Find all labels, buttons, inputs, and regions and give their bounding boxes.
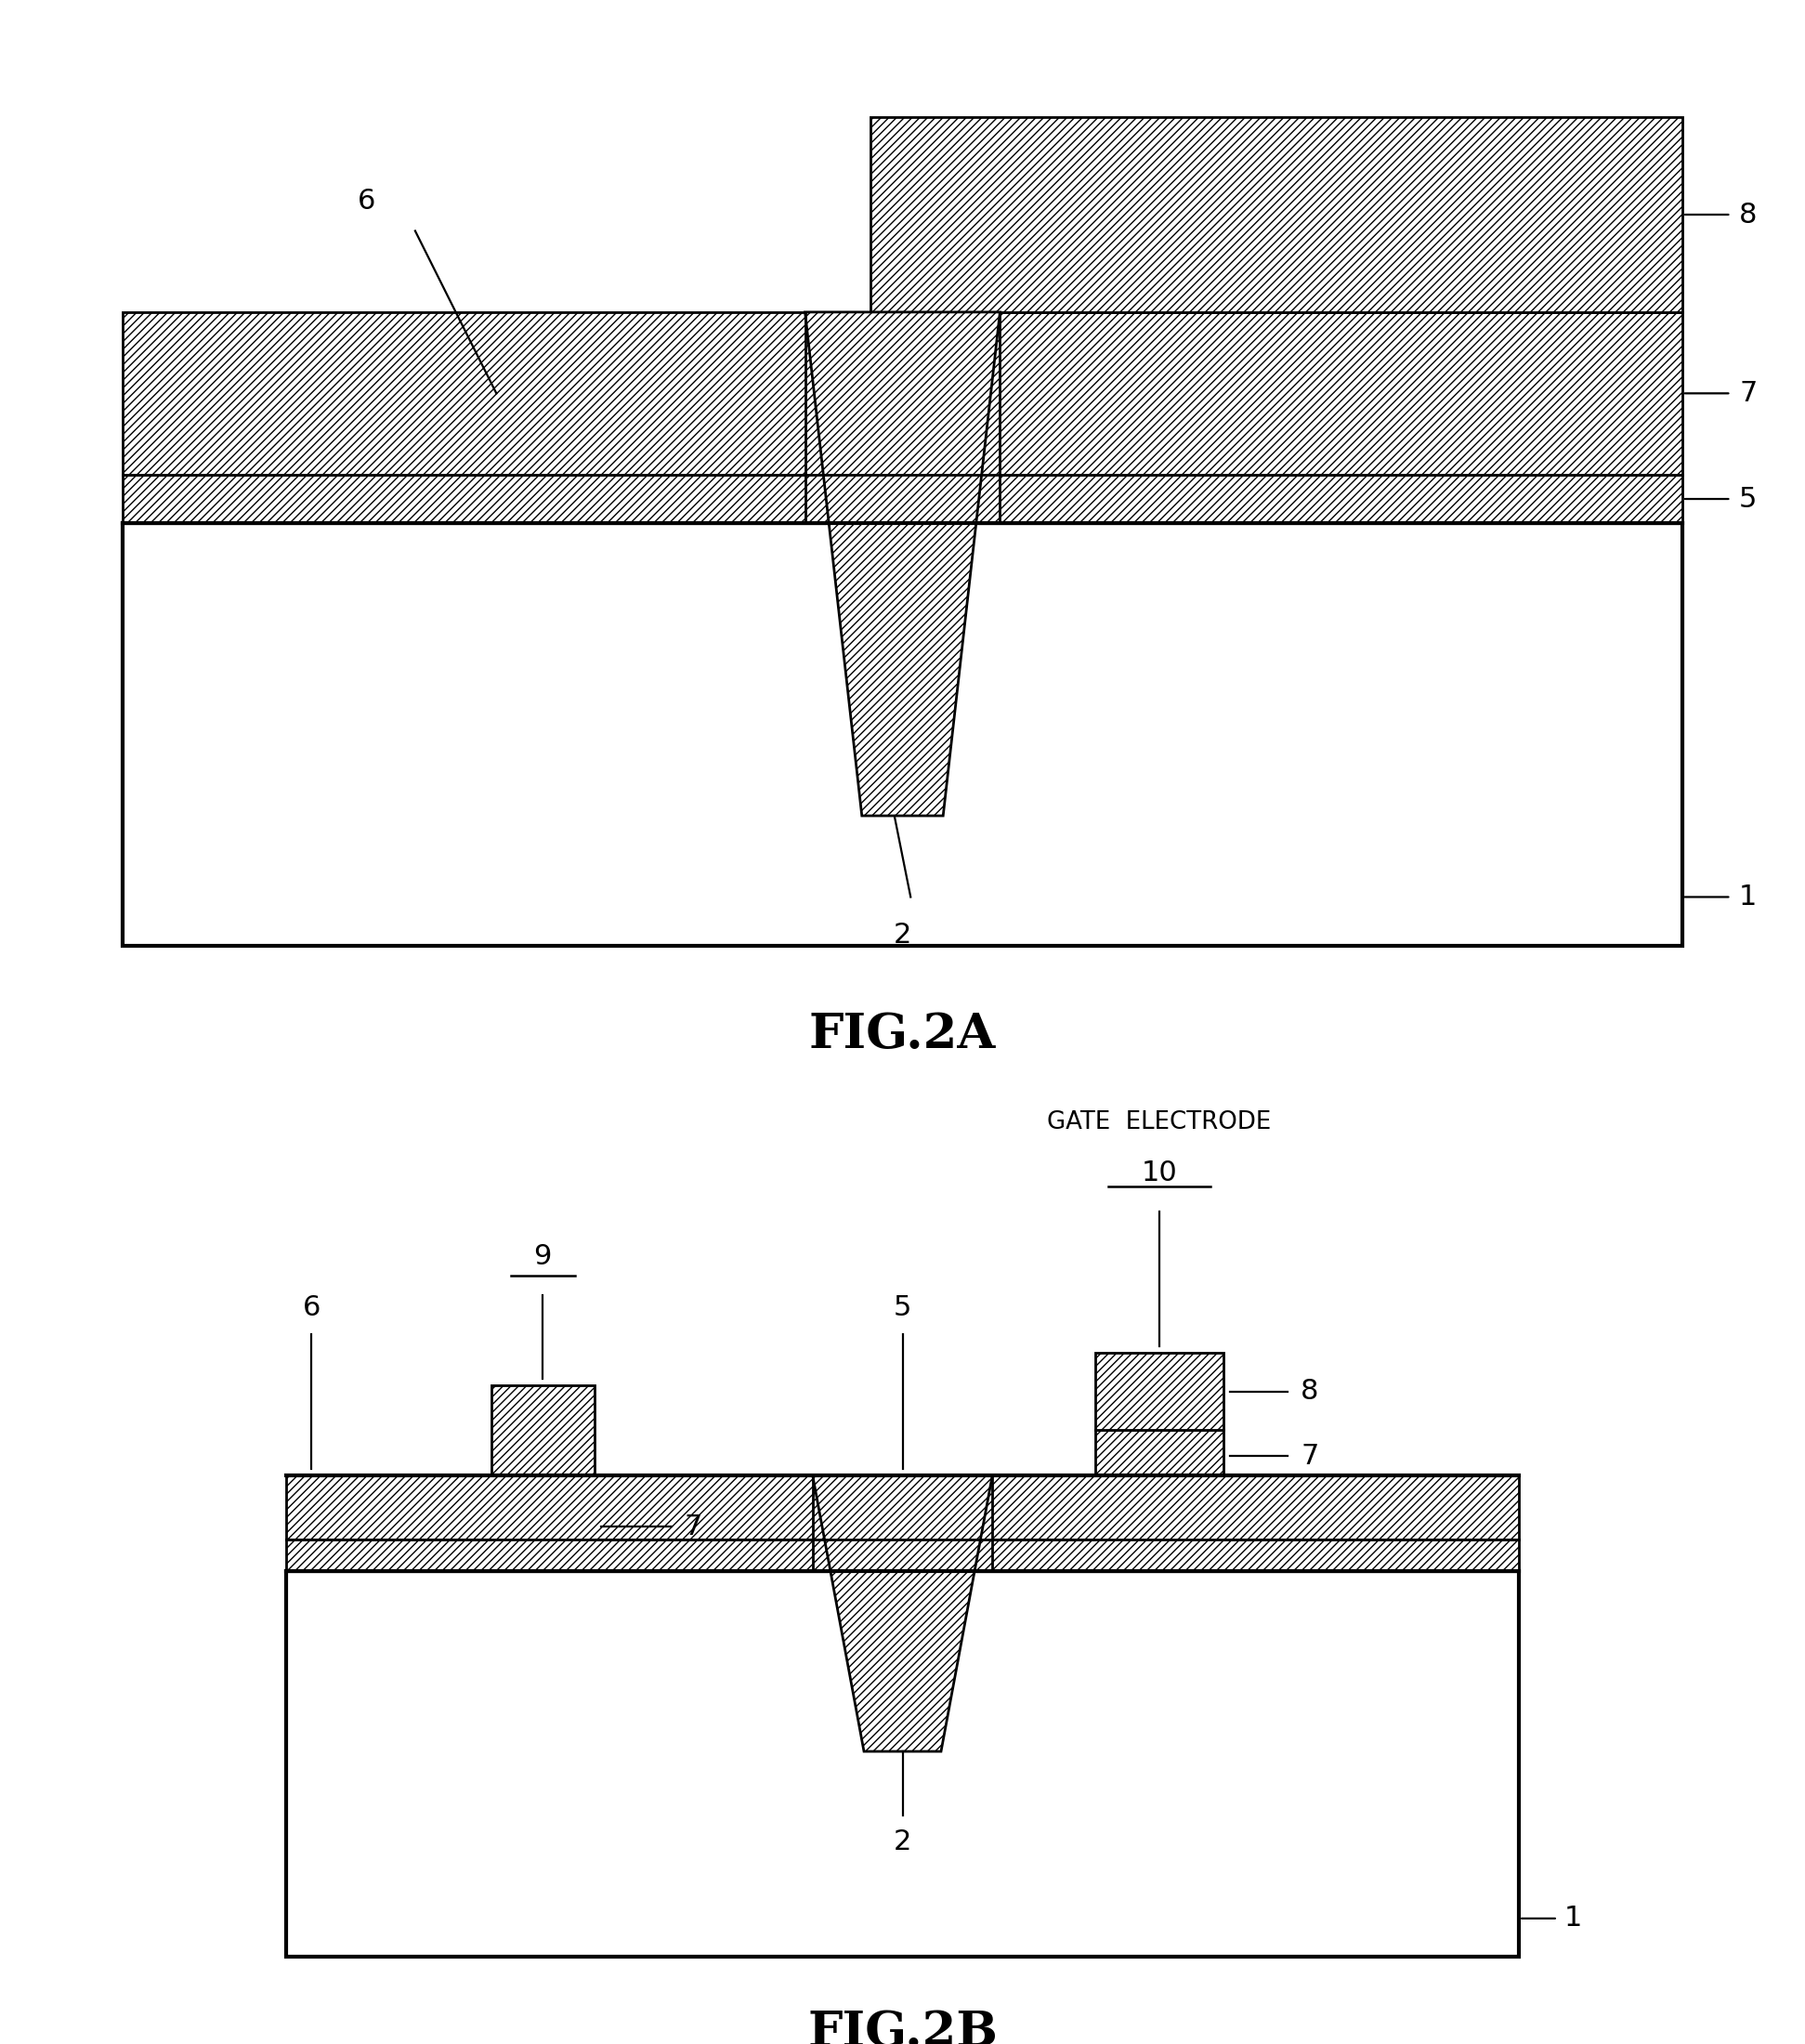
Bar xyxy=(285,1476,1520,1539)
Bar xyxy=(1096,1476,1224,1572)
Text: FIG.2A: FIG.2A xyxy=(809,1010,996,1059)
Text: 6: 6 xyxy=(357,188,375,215)
Text: 10: 10 xyxy=(1141,1159,1177,1186)
Bar xyxy=(123,523,1682,946)
Text: 7: 7 xyxy=(1301,1443,1319,1470)
Bar xyxy=(123,313,1682,474)
Bar xyxy=(1096,1353,1224,1431)
Bar xyxy=(1096,1431,1224,1476)
Polygon shape xyxy=(812,1476,993,1572)
Text: 9: 9 xyxy=(534,1243,552,1269)
Text: FIG.2B: FIG.2B xyxy=(807,2009,998,2044)
Bar xyxy=(285,1572,1520,1956)
Polygon shape xyxy=(805,313,1000,523)
Bar xyxy=(491,1386,594,1476)
Text: 8: 8 xyxy=(1301,1378,1319,1404)
Text: 7: 7 xyxy=(1740,380,1756,407)
Bar xyxy=(491,1476,594,1572)
Text: 6: 6 xyxy=(303,1294,321,1320)
Polygon shape xyxy=(805,313,1000,816)
Text: 2: 2 xyxy=(893,922,912,948)
Text: 2: 2 xyxy=(893,1829,912,1856)
Text: 1: 1 xyxy=(1565,1905,1583,1932)
Polygon shape xyxy=(812,1476,993,1752)
Bar xyxy=(491,1476,594,1572)
Bar xyxy=(285,1539,1520,1572)
Bar xyxy=(870,117,1682,313)
Text: 7: 7 xyxy=(684,1513,702,1539)
Bar xyxy=(123,474,1682,523)
Text: GATE  ELECTRODE: GATE ELECTRODE xyxy=(1047,1110,1271,1134)
Polygon shape xyxy=(805,313,1000,523)
Bar xyxy=(1096,1476,1224,1572)
Polygon shape xyxy=(812,1476,993,1572)
Text: 5: 5 xyxy=(1740,486,1756,513)
Text: 1: 1 xyxy=(1740,883,1756,910)
Text: 8: 8 xyxy=(1740,200,1758,229)
Text: 5: 5 xyxy=(893,1294,912,1320)
